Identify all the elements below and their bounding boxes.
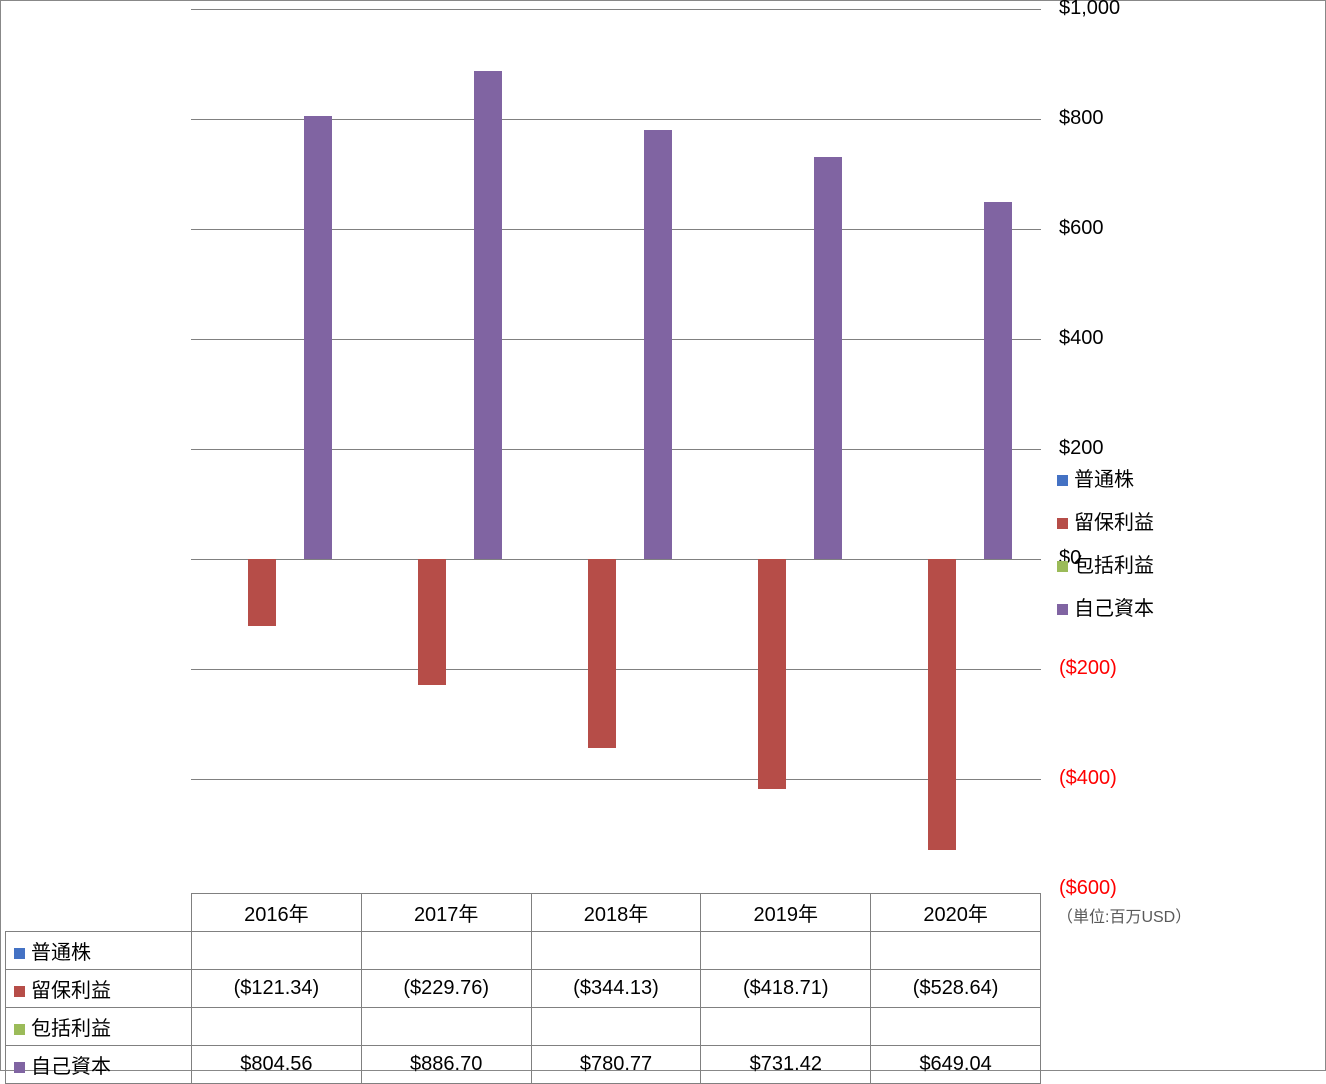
- table-row: 普通株: [6, 932, 1041, 970]
- bar: [474, 71, 502, 559]
- legend-item: 自己資本: [1057, 592, 1154, 621]
- y-tick-label: $800: [1059, 107, 1104, 130]
- table-header-row: 2016年2017年2018年2019年2020年: [6, 894, 1041, 932]
- y-tick-label: ($200): [1059, 657, 1117, 680]
- table-cell: $804.56: [192, 1046, 362, 1084]
- bar: [814, 157, 842, 559]
- table-row: 留保利益 ($121.34)($229.76)($344.13)($418.71)…: [6, 970, 1041, 1008]
- table-cell: ($229.76): [361, 970, 531, 1008]
- bar: [928, 559, 956, 850]
- table-row: 自己資本 $804.56$886.70$780.77$731.42$649.04: [6, 1046, 1041, 1084]
- row-header: 自己資本: [6, 1046, 192, 1084]
- legend-marker-icon: [14, 1062, 25, 1073]
- legend-label: 留保利益: [1074, 512, 1154, 534]
- column-header: 2018年: [531, 894, 701, 932]
- table-cell: ($121.34): [192, 970, 362, 1008]
- bar: [758, 559, 786, 789]
- table-cell: [192, 932, 362, 970]
- table-cell: [871, 1008, 1041, 1046]
- plot-area: [191, 9, 1041, 889]
- bar: [418, 559, 446, 685]
- legend-label: 包括利益: [1074, 555, 1154, 577]
- legend-marker-icon: [1057, 604, 1068, 615]
- legend-marker-icon: [1057, 475, 1068, 486]
- y-tick-label: $1,000: [1059, 0, 1120, 20]
- legend-item: 包括利益: [1057, 549, 1154, 578]
- column-header: 2020年: [871, 894, 1041, 932]
- table-cell: $886.70: [361, 1046, 531, 1084]
- zero-line: [191, 559, 1041, 560]
- chart-container: $1,000$800$600$400$200$0($200)($400)($60…: [0, 0, 1326, 1071]
- bar: [588, 559, 616, 748]
- y-axis: $1,000$800$600$400$200$0($200)($400)($60…: [1041, 9, 1151, 889]
- series-name: 普通株: [31, 942, 91, 964]
- table-cell: [701, 1008, 871, 1046]
- table-cell: ($418.71): [701, 970, 871, 1008]
- table-cell: [701, 932, 871, 970]
- table-cell: [361, 1008, 531, 1046]
- row-header: 普通株: [6, 932, 192, 970]
- table-corner: [6, 894, 192, 932]
- series-name: 包括利益: [31, 1018, 111, 1040]
- bar: [248, 559, 276, 626]
- table-cell: [361, 932, 531, 970]
- legend-item: 留保利益: [1057, 506, 1154, 535]
- y-tick-label: $200: [1059, 437, 1104, 460]
- legend-label: 普通株: [1074, 469, 1134, 491]
- y-tick-label: ($400): [1059, 767, 1117, 790]
- row-header: 包括利益: [6, 1008, 192, 1046]
- row-header: 留保利益: [6, 970, 192, 1008]
- legend-label: 自己資本: [1074, 598, 1154, 620]
- table-cell: $780.77: [531, 1046, 701, 1084]
- bar: [304, 116, 332, 559]
- column-header: 2017年: [361, 894, 531, 932]
- y-tick-label: $600: [1059, 217, 1104, 240]
- legend-marker-icon: [14, 948, 25, 959]
- table-cell: ($528.64): [871, 970, 1041, 1008]
- table-cell: [531, 932, 701, 970]
- table-cell: $731.42: [701, 1046, 871, 1084]
- legend-marker-icon: [14, 986, 25, 997]
- legend-right: 普通株留保利益包括利益自己資本: [1057, 463, 1154, 635]
- table-cell: [871, 932, 1041, 970]
- y-tick-label: ($600): [1059, 877, 1117, 900]
- legend-item: 普通株: [1057, 463, 1154, 492]
- legend-marker-icon: [1057, 561, 1068, 572]
- bar: [984, 202, 1012, 559]
- bar: [644, 130, 672, 559]
- column-header: 2016年: [192, 894, 362, 932]
- y-tick-label: $400: [1059, 327, 1104, 350]
- table-cell: ($344.13): [531, 970, 701, 1008]
- grid-line: [191, 9, 1041, 10]
- series-name: 自己資本: [31, 1056, 111, 1078]
- data-table: 2016年2017年2018年2019年2020年普通株留保利益 ($121.34…: [5, 893, 1041, 1084]
- table-cell: [192, 1008, 362, 1046]
- table-cell: [531, 1008, 701, 1046]
- column-header: 2019年: [701, 894, 871, 932]
- legend-marker-icon: [1057, 518, 1068, 529]
- grid-line: [191, 669, 1041, 670]
- table-row: 包括利益: [6, 1008, 1041, 1046]
- table-cell: $649.04: [871, 1046, 1041, 1084]
- unit-label: （単位:百万USD）: [1057, 903, 1191, 927]
- grid-line: [191, 779, 1041, 780]
- legend-marker-icon: [14, 1024, 25, 1035]
- series-name: 留保利益: [31, 980, 111, 1002]
